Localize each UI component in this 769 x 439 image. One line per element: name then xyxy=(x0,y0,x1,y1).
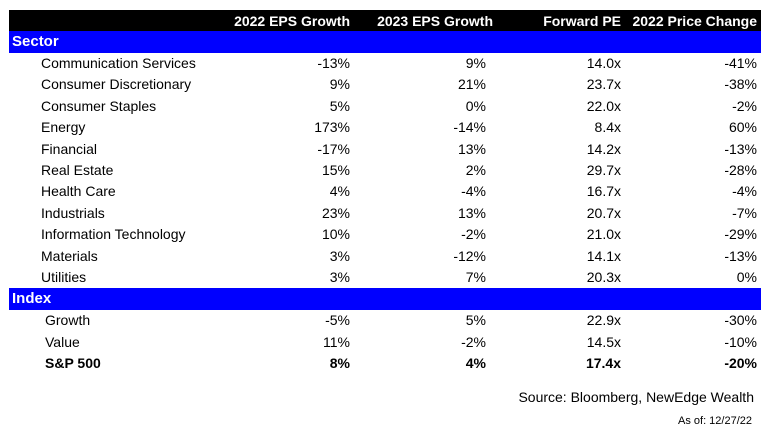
table-cell: 23% xyxy=(321,204,350,221)
table-row: Utilities 3% 7% 20.3x 0% xyxy=(0,267,769,288)
table-cell: 23.7x xyxy=(586,76,621,93)
table-cell: 17.4x xyxy=(585,355,621,372)
table-cell: 60% xyxy=(728,119,757,136)
table-cell: 0% xyxy=(736,269,757,285)
table-cell: -12% xyxy=(453,247,486,264)
table-cell: 8.4x xyxy=(594,119,621,136)
table-cell: 4% xyxy=(329,183,350,200)
table-cell: 4% xyxy=(465,355,486,372)
table-cell: 13% xyxy=(457,204,486,221)
table-cell: 3% xyxy=(329,247,350,264)
table-cell: 16.7x xyxy=(586,183,621,200)
table-cell: -13% xyxy=(724,140,757,157)
table-cell: -28% xyxy=(724,162,757,178)
row-label: Consumer Discretionary xyxy=(41,76,192,93)
row-label: Information Technology xyxy=(41,226,186,243)
row-label: Growth xyxy=(45,312,91,329)
group-header-sector: Sector xyxy=(9,31,761,53)
table-cell: 20.3x xyxy=(586,269,621,285)
table-cell: -2% xyxy=(461,226,486,243)
table-cell: -29% xyxy=(724,226,757,243)
group-header-index: Index xyxy=(9,288,761,311)
table-cell: 8% xyxy=(329,355,350,372)
table-row: Value 11% -2% 14.5x -10% xyxy=(0,332,769,353)
table-cell: -5% xyxy=(325,312,350,329)
table-cell: 22.9x xyxy=(586,312,621,329)
row-label: S&P 500 xyxy=(45,355,101,372)
table-cell: 173% xyxy=(314,119,350,136)
column-header-bar: 2022 EPS Growth 2023 EPS Growth Forward … xyxy=(9,10,761,32)
table-cell: -14% xyxy=(453,119,486,136)
group-label: Sector xyxy=(12,33,59,50)
table-cell: -2% xyxy=(732,97,757,114)
table-cell: -41% xyxy=(724,55,757,71)
table-row: Communication Services -13% 9% 14.0x -41% xyxy=(0,53,769,74)
table-cell: -4% xyxy=(732,183,757,200)
group-label: Index xyxy=(12,290,52,308)
table-cell: 9% xyxy=(329,76,350,93)
table-row: Financial -17% 13% 14.2x -13% xyxy=(0,139,769,160)
table-cell: 11% xyxy=(323,333,350,350)
table-cell: 9% xyxy=(465,55,486,71)
table-row: Real Estate 15% 2% 29.7x -28% xyxy=(0,160,769,181)
table-cell: -2% xyxy=(461,333,486,350)
table-cell: 14.2x xyxy=(586,140,621,157)
source-note: Source: Bloomberg, NewEdge Wealth xyxy=(518,389,754,405)
row-label: Materials xyxy=(41,247,98,264)
table-cell: -38% xyxy=(724,76,757,93)
table-cell: 10% xyxy=(321,226,350,243)
table-cell: 14.1x xyxy=(586,247,621,264)
as-of-date: As of: 12/27/22 xyxy=(678,415,752,427)
table-cell: -17% xyxy=(317,140,350,157)
table-cell: 3% xyxy=(329,269,350,285)
row-label: Utilities xyxy=(41,269,87,285)
row-label: Industrials xyxy=(41,204,105,221)
table-cell: 5% xyxy=(329,97,350,114)
row-label: Energy xyxy=(41,119,86,136)
column-header: 2023 EPS Growth xyxy=(377,13,493,29)
table-row: Consumer Staples 5% 0% 22.0x -2% xyxy=(0,96,769,117)
table-row: Growth -5% 5% 22.9x -30% xyxy=(0,310,769,331)
table-cell: 7% xyxy=(465,269,486,285)
row-label: Value xyxy=(45,333,80,350)
table-cell: 2% xyxy=(465,162,486,178)
table-cell: 15% xyxy=(321,162,350,178)
table-cell: 20.7x xyxy=(586,204,621,221)
table-cell: 14.5x xyxy=(586,333,621,350)
column-header: Forward PE xyxy=(543,13,621,29)
row-label: Real Estate xyxy=(41,162,114,178)
table-row: Health Care 4% -4% 16.7x -4% xyxy=(0,181,769,202)
row-label: Health Care xyxy=(41,183,116,200)
table-cell: -7% xyxy=(732,204,757,221)
table-cell: -4% xyxy=(461,183,486,200)
table-row: Consumer Discretionary 9% 21% 23.7x -38% xyxy=(0,74,769,95)
column-header: 2022 EPS Growth xyxy=(234,13,350,29)
table-row: S&P 500 8% 4% 17.4x -20% xyxy=(0,353,769,374)
table-cell: -13% xyxy=(317,55,350,71)
table-row: Information Technology 10% -2% 21.0x -29% xyxy=(0,224,769,245)
row-label: Financial xyxy=(41,140,98,157)
table-cell: -13% xyxy=(724,247,757,264)
row-label: Consumer Staples xyxy=(41,97,157,114)
table-cell: 21% xyxy=(457,76,486,93)
table-cell: 0% xyxy=(465,97,486,114)
table-cell: 13% xyxy=(457,140,486,157)
table-cell: 22.0x xyxy=(586,97,621,114)
table-cell: 14.0x xyxy=(586,55,621,71)
column-header: 2022 Price Change xyxy=(632,13,757,29)
table-cell: 21.0x xyxy=(586,226,621,243)
table-row: Energy 173% -14% 8.4x 60% xyxy=(0,117,769,138)
table-cell: 29.7x xyxy=(586,162,621,178)
row-label: Communication Services xyxy=(41,55,196,71)
table-cell: -30% xyxy=(724,312,757,329)
table-row: Materials 3% -12% 14.1x -13% xyxy=(0,246,769,267)
table-cell: 5% xyxy=(465,312,486,329)
table-cell: -20% xyxy=(724,355,757,372)
table-row: Industrials 23% 13% 20.7x -7% xyxy=(0,203,769,224)
table-cell: -10% xyxy=(724,333,757,350)
